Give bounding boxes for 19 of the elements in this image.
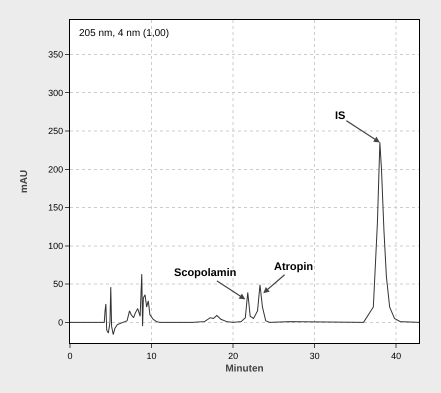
annotation: Scopolamin <box>174 267 237 279</box>
y-axis-title: mAU <box>19 170 30 194</box>
y-tick-label: 250 <box>48 126 64 136</box>
y-tick-label: 200 <box>48 164 64 174</box>
x-axis-title: Minuten <box>225 363 264 374</box>
x-tick-label: 10 <box>146 350 157 361</box>
annotation: 205 nm, 4 nm (1,00) <box>79 28 170 39</box>
x-tick-label: 20 <box>228 350 238 361</box>
y-tick-label: 150 <box>48 202 64 213</box>
x-tick-label: 0 <box>67 350 73 361</box>
y-tick-label: 100 <box>48 240 64 251</box>
annotation: Atropin <box>274 261 314 273</box>
x-tick-label: 40 <box>391 350 402 361</box>
y-tick-label: 300 <box>48 88 64 98</box>
annotation: IS <box>335 110 346 122</box>
y-tick-label: 350 <box>48 50 64 60</box>
y-tick-label: 0 <box>58 317 64 328</box>
x-tick-label: 30 <box>310 350 320 361</box>
y-tick-label: 50 <box>53 279 64 290</box>
